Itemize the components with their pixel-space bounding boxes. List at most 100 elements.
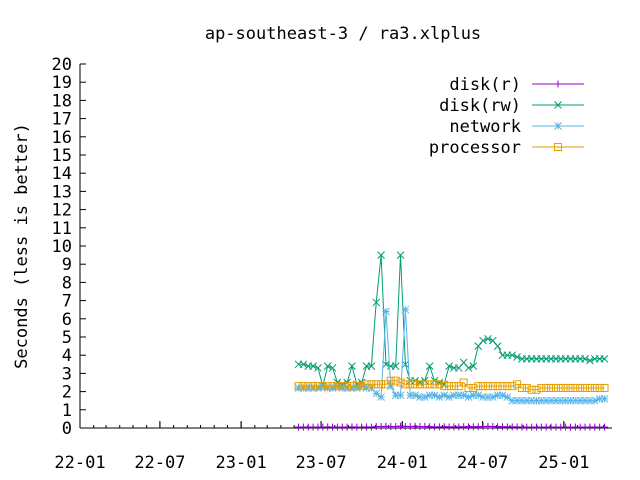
marker-stroke	[352, 382, 361, 391]
data-point-disk-rw	[513, 353, 521, 361]
marker-stroke	[416, 378, 424, 387]
marker-stroke	[377, 380, 386, 389]
marker-stroke	[401, 305, 410, 314]
legend-label: disk(rw)	[439, 96, 521, 116]
marker-stroke	[367, 362, 376, 370]
data-point-processor	[420, 380, 429, 389]
data-point-processor	[425, 380, 434, 389]
marker-stroke	[488, 336, 497, 345]
marker-stroke	[338, 382, 347, 391]
data-point-network	[445, 393, 453, 401]
y-tick-label: 4	[62, 346, 72, 366]
data-point-processor	[391, 376, 400, 385]
data-point-processor	[367, 380, 376, 389]
data-point-disk-rw	[508, 351, 517, 360]
marker-stroke	[314, 364, 322, 372]
data-point-network	[396, 391, 405, 400]
marker-stroke	[425, 380, 434, 389]
data-point-processor	[547, 383, 556, 392]
data-point-disk-rw	[372, 298, 381, 307]
data-point-network	[459, 391, 468, 400]
data-point-processor	[576, 383, 585, 392]
legend-marker	[554, 122, 562, 130]
marker-stroke	[304, 382, 313, 391]
data-point-processor	[517, 383, 526, 392]
marker-stroke	[328, 382, 337, 391]
marker-stroke	[513, 353, 521, 361]
marker-stroke	[590, 383, 599, 392]
y-tick-label: 8	[62, 273, 72, 293]
marker-stroke	[459, 391, 468, 400]
marker-stroke	[328, 364, 337, 372]
marker-stroke	[367, 380, 376, 389]
data-point-processor	[522, 383, 531, 392]
marker-stroke	[464, 383, 473, 392]
data-point-processor	[479, 382, 488, 391]
data-point-disk-rw	[440, 380, 449, 389]
data-point-disk-rw	[328, 364, 337, 372]
data-point-disk-r	[367, 423, 375, 431]
data-point-network	[420, 393, 429, 401]
data-point-disk-rw	[391, 362, 400, 370]
y-tick-label: 13	[52, 182, 72, 202]
marker-stroke	[479, 336, 487, 345]
data-point-processor	[333, 382, 342, 391]
data-point-disk-rw	[401, 360, 410, 369]
legend-item-disk-rw: disk(rw)	[439, 96, 584, 116]
y-tick-label: 3	[62, 364, 72, 384]
data-point-processor	[585, 383, 594, 392]
marker-stroke	[372, 298, 381, 307]
marker-stroke	[547, 383, 556, 392]
y-tick-label: 5	[62, 328, 72, 348]
data-point-processor	[474, 382, 483, 391]
y-tick-label: 10	[52, 237, 72, 257]
marker-stroke	[372, 389, 381, 398]
marker-stroke	[435, 393, 444, 401]
marker-stroke	[377, 393, 385, 401]
marker-stroke	[566, 383, 575, 392]
marker-stroke	[556, 383, 565, 392]
marker-stroke	[425, 362, 434, 370]
x-tick-label: 24-01	[377, 453, 428, 473]
marker-stroke	[459, 358, 468, 367]
marker-stroke	[386, 376, 395, 385]
marker-stroke	[532, 385, 541, 394]
axes	[79, 64, 612, 429]
marker-stroke	[581, 383, 590, 392]
marker-stroke	[347, 382, 356, 391]
marker-stroke	[391, 362, 400, 370]
series-processor	[294, 376, 609, 394]
marker-stroke	[411, 391, 419, 400]
marker-stroke	[498, 382, 507, 391]
data-point-processor	[347, 382, 356, 391]
x-tick-label: 22-01	[54, 453, 105, 473]
y-tick-label: 12	[52, 201, 72, 221]
data-point-processor	[469, 383, 478, 392]
marker-stroke	[445, 393, 453, 401]
data-point-disk-rw	[445, 362, 453, 370]
data-point-processor	[406, 380, 415, 389]
data-point-network	[474, 391, 483, 400]
legend-item-network: network	[449, 117, 584, 137]
data-point-network	[377, 393, 385, 401]
marker-stroke	[469, 383, 478, 392]
data-point-disk-rw	[323, 362, 332, 370]
legend-marker	[554, 80, 562, 88]
marker-stroke	[445, 382, 454, 391]
data-point-processor	[352, 382, 361, 391]
y-tick-label: 1	[62, 401, 72, 421]
series-disk-r	[295, 422, 608, 431]
data-point-processor	[318, 382, 327, 391]
marker-stroke	[362, 380, 371, 389]
marker-stroke	[401, 360, 410, 369]
data-point-processor	[377, 380, 386, 389]
marker-stroke	[396, 378, 405, 387]
data-point-processor	[415, 380, 424, 389]
legend-label: disk(r)	[449, 75, 521, 95]
marker-stroke	[323, 382, 332, 391]
data-point-disk-rw	[493, 342, 502, 350]
marker-stroke	[517, 383, 526, 392]
data-point-processor	[556, 383, 565, 392]
